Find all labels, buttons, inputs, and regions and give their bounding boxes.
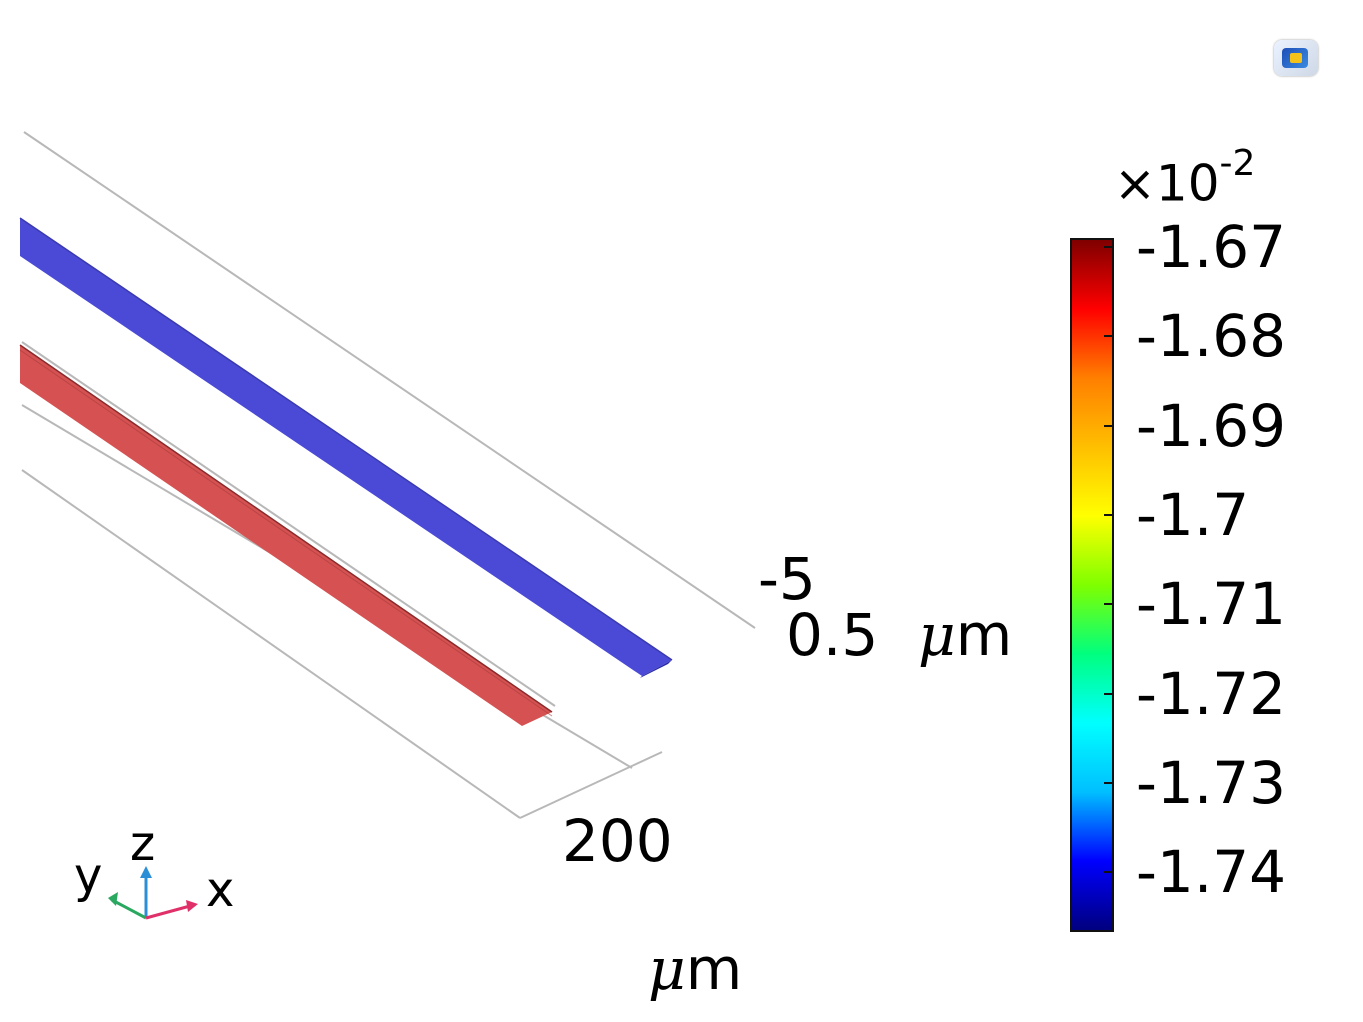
- triad-label-x: x: [206, 862, 235, 918]
- axis-triad: [108, 866, 198, 920]
- outline-line-4: [21, 469, 521, 819]
- x-unit-mu: μ: [648, 935, 686, 1003]
- colorbar-tick-label: -1.67: [1136, 213, 1287, 281]
- colorbar-tick-mark: [1104, 781, 1114, 784]
- colorbar-tick-label: -1.71: [1136, 570, 1287, 639]
- z-unit-mu: μ: [918, 601, 956, 669]
- colorbar-tick-mark: [1104, 603, 1114, 606]
- colorbar-tick-label: -1.73: [1136, 748, 1287, 817]
- triad-label-y: y: [74, 848, 103, 904]
- red-strip: [19, 344, 553, 726]
- outline-line-top: [23, 131, 756, 629]
- z-axis-unit: μm: [918, 606, 1012, 664]
- colorbar-tick-mark: [1104, 871, 1114, 874]
- z-tick-bottom: 0.5: [786, 601, 879, 669]
- colorbar-tick-label: -1.69: [1136, 391, 1287, 460]
- colorbar-tick-label: -1.74: [1136, 838, 1287, 907]
- x-axis-arrow: [145, 904, 191, 920]
- triad-label-z: z: [130, 816, 156, 872]
- y-axis-arrow: [111, 898, 147, 920]
- colorbar-tick-mark: [1104, 692, 1114, 695]
- view-icon[interactable]: [1274, 40, 1318, 76]
- blue-strip: [19, 217, 673, 678]
- colorbar-tick-mark: [1104, 246, 1114, 248]
- colorbar-multiplier: ×10-2: [1114, 146, 1255, 209]
- x-axis-unit: μm: [648, 940, 742, 998]
- colorbar-tick-mark: [1104, 335, 1114, 338]
- colorbar-multiplier-exponent: -2: [1219, 143, 1256, 184]
- z-tick-top: -5: [758, 545, 816, 613]
- colorbar: [1070, 238, 1114, 932]
- x-unit-m: m: [685, 935, 743, 1003]
- colorbar-tick-label: -1.68: [1136, 302, 1287, 371]
- colorbar-multiplier-base: ×10: [1114, 154, 1220, 213]
- colorbar-tick-label: -1.7: [1136, 480, 1250, 549]
- z-unit-m: m: [955, 601, 1013, 669]
- outline-line-2: [21, 341, 556, 707]
- colorbar-tick-mark: [1104, 513, 1114, 516]
- x-tick: 200: [562, 807, 673, 875]
- colorbar-tick-label: -1.72: [1136, 659, 1287, 728]
- outline-line-edge: [519, 751, 663, 819]
- colorbar-tick-mark: [1104, 424, 1114, 427]
